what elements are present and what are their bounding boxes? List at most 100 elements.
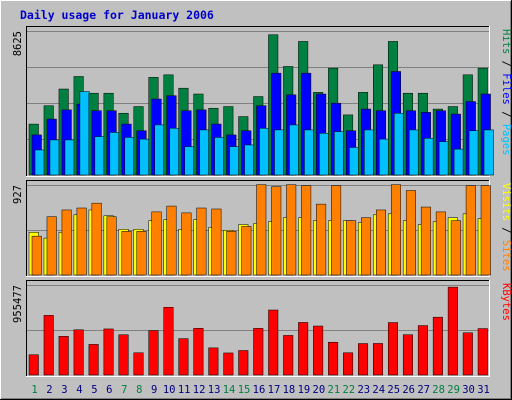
bar-visits-sites-day-4 (76, 207, 87, 276)
panel-visits-max-label: 927 (12, 185, 24, 204)
bar-kbytes-kbytes-day-9 (148, 330, 159, 376)
panel-kbytes-max-label: 955477 (12, 285, 24, 323)
day-label-22: 22 (342, 384, 355, 396)
bar-visits-sites-day-8 (136, 231, 147, 276)
day-label-13: 13 (208, 384, 221, 396)
day-label-31: 31 (477, 384, 490, 396)
bar-requests-pages-day-2 (49, 139, 60, 176)
bar-requests-pages-day-1 (34, 149, 45, 176)
axis-title-visits: Visits (500, 183, 512, 221)
day-label-11: 11 (178, 384, 191, 396)
bar-kbytes-kbytes-day-27 (417, 325, 428, 376)
bar-kbytes-kbytes-day-31 (477, 328, 488, 376)
panel-visits-axis-title: Visits / Sites (500, 183, 512, 272)
day-label-28: 28 (432, 384, 445, 396)
bar-requests-pages-day-22 (349, 147, 360, 176)
bar-requests-pages-day-29 (453, 148, 464, 176)
axis-title-files: Files (500, 73, 512, 105)
bar-visits-sites-day-2 (46, 216, 57, 276)
bar-requests-pages-day-9 (154, 124, 165, 176)
bar-visits-sites-day-21 (331, 185, 342, 276)
bar-visits-sites-day-19 (301, 185, 312, 276)
bar-requests-pages-day-21 (334, 131, 345, 176)
bar-kbytes-kbytes-day-13 (208, 347, 219, 376)
bar-kbytes-kbytes-day-1 (28, 354, 39, 376)
bar-kbytes-kbytes-day-18 (283, 335, 294, 376)
bar-kbytes-kbytes-day-20 (313, 325, 324, 376)
day-label-4: 4 (76, 384, 82, 396)
bar-visits-sites-day-26 (405, 190, 416, 276)
day-label-10: 10 (163, 384, 176, 396)
bar-visits-sites-day-1 (31, 235, 42, 276)
bar-kbytes-kbytes-day-12 (193, 328, 204, 376)
bar-requests-pages-day-17 (274, 129, 285, 176)
bar-visits-sites-day-14 (226, 231, 237, 276)
chart-panels: 8625 Hits / Files / Pages 927 Visits / Site… (12, 26, 512, 377)
bar-kbytes-kbytes-day-30 (462, 332, 473, 376)
bar-kbytes-kbytes-day-7 (118, 334, 129, 376)
day-label-9: 9 (151, 384, 157, 396)
day-label-23: 23 (357, 384, 370, 396)
bar-kbytes-kbytes-day-16 (253, 328, 264, 376)
day-label-30: 30 (462, 384, 475, 396)
bar-kbytes-kbytes-day-29 (447, 286, 458, 376)
bar-kbytes-kbytes-day-6 (103, 328, 114, 376)
bar-visits-sites-day-5 (91, 202, 102, 276)
bar-kbytes-kbytes-day-24 (373, 343, 384, 376)
bar-visits-sites-day-11 (181, 212, 192, 276)
panel-requests: 8625 Hits / Files / Pages (12, 26, 512, 177)
bar-visits-sites-day-25 (390, 184, 401, 276)
bar-visits-sites-day-29 (450, 220, 461, 276)
bar-visits-sites-day-7 (121, 231, 132, 276)
bar-requests-pages-day-11 (184, 146, 195, 176)
day-label-24: 24 (372, 384, 385, 396)
bar-visits-sites-day-28 (435, 211, 446, 276)
bar-kbytes-kbytes-day-25 (387, 322, 398, 376)
bar-visits-sites-day-15 (241, 226, 252, 276)
bar-requests-pages-day-12 (199, 129, 210, 176)
bar-visits-sites-day-24 (376, 209, 387, 276)
bar-requests-pages-day-27 (423, 138, 434, 176)
bar-requests-pages-day-23 (364, 129, 375, 176)
panel-kbytes: 955477 KBytes (12, 280, 512, 377)
bar-visits-sites-day-3 (61, 209, 72, 276)
bar-kbytes-kbytes-day-14 (223, 352, 234, 376)
bar-kbytes-kbytes-day-26 (402, 334, 413, 376)
bar-kbytes-kbytes-day-17 (268, 309, 279, 376)
bar-requests-pages-day-14 (229, 146, 240, 176)
day-label-16: 16 (253, 384, 266, 396)
bar-visits-sites-day-23 (361, 217, 372, 276)
bar-visits-sites-day-17 (271, 186, 282, 276)
day-label-25: 25 (387, 384, 400, 396)
day-axis-labels: 1 2 3 4 5 6 7 8 9 10 11 12 13 14 15 16 17 18 19 20 21 22 23 24 2… (31, 384, 490, 396)
day-label-12: 12 (193, 384, 206, 396)
day-label-8: 8 (136, 384, 142, 396)
bar-requests-pages-day-26 (408, 129, 419, 176)
bar-requests-pages-day-31 (483, 129, 494, 176)
bar-requests-pages-day-19 (304, 129, 315, 176)
bar-requests-pages-day-25 (393, 112, 404, 176)
bar-kbytes-kbytes-day-23 (358, 343, 369, 376)
day-label-17: 17 (268, 384, 281, 396)
day-label-5: 5 (91, 384, 97, 396)
bar-visits-sites-day-27 (420, 206, 431, 276)
bar-requests-pages-day-13 (214, 137, 225, 176)
bar-requests-pages-day-24 (379, 138, 390, 176)
bar-visits-sites-day-20 (316, 203, 327, 276)
bar-requests-pages-day-18 (289, 124, 300, 176)
bar-visits-sites-day-16 (256, 184, 267, 276)
bar-visits-sites-day-10 (166, 205, 177, 276)
bar-requests-pages-day-3 (64, 139, 75, 176)
bar-requests-pages-day-6 (109, 132, 120, 176)
bar-requests-pages-day-10 (169, 128, 180, 176)
bar-requests-pages-day-30 (468, 130, 479, 176)
panel-requests-axis-title: Hits / Files / Pages (500, 29, 512, 155)
bar-requests-pages-day-5 (94, 136, 105, 176)
bar-requests-pages-day-28 (438, 141, 449, 176)
bar-visits-sites-day-9 (151, 211, 162, 276)
bar-kbytes-kbytes-day-10 (163, 307, 174, 376)
day-label-29: 29 (447, 384, 460, 396)
chart-title: Daily usage for January 2006 (20, 8, 214, 22)
day-label-20: 20 (313, 384, 326, 396)
